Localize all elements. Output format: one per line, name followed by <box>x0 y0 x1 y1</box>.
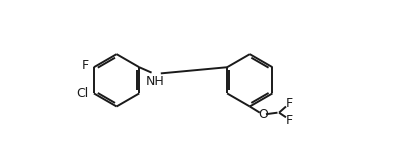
Text: F: F <box>286 114 293 127</box>
Text: F: F <box>81 59 89 72</box>
Text: F: F <box>286 97 293 110</box>
Text: Cl: Cl <box>76 87 89 100</box>
Text: NH: NH <box>146 75 165 88</box>
Text: O: O <box>258 108 268 121</box>
